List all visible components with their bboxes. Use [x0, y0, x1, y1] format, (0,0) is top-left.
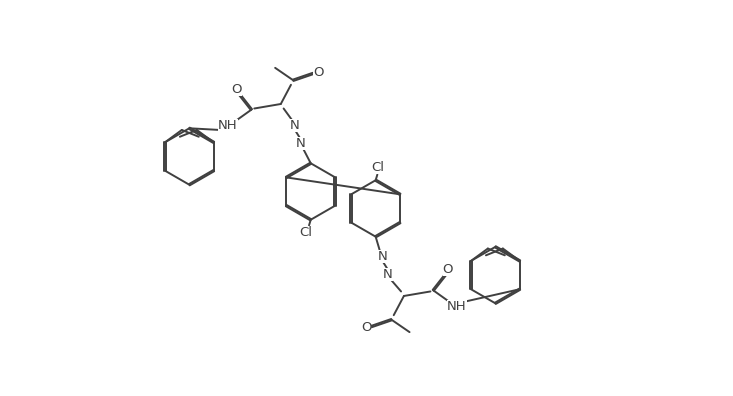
Text: Cl: Cl — [372, 161, 384, 174]
Text: Cl: Cl — [300, 226, 313, 239]
Text: O: O — [361, 321, 372, 334]
Text: N: N — [290, 119, 300, 132]
Text: N: N — [383, 268, 393, 281]
Text: NH: NH — [447, 300, 467, 312]
Text: NH: NH — [218, 119, 237, 132]
Text: O: O — [443, 263, 453, 276]
Text: O: O — [232, 83, 242, 96]
Text: O: O — [314, 66, 324, 79]
Text: N: N — [377, 250, 387, 263]
Text: N: N — [295, 137, 306, 150]
